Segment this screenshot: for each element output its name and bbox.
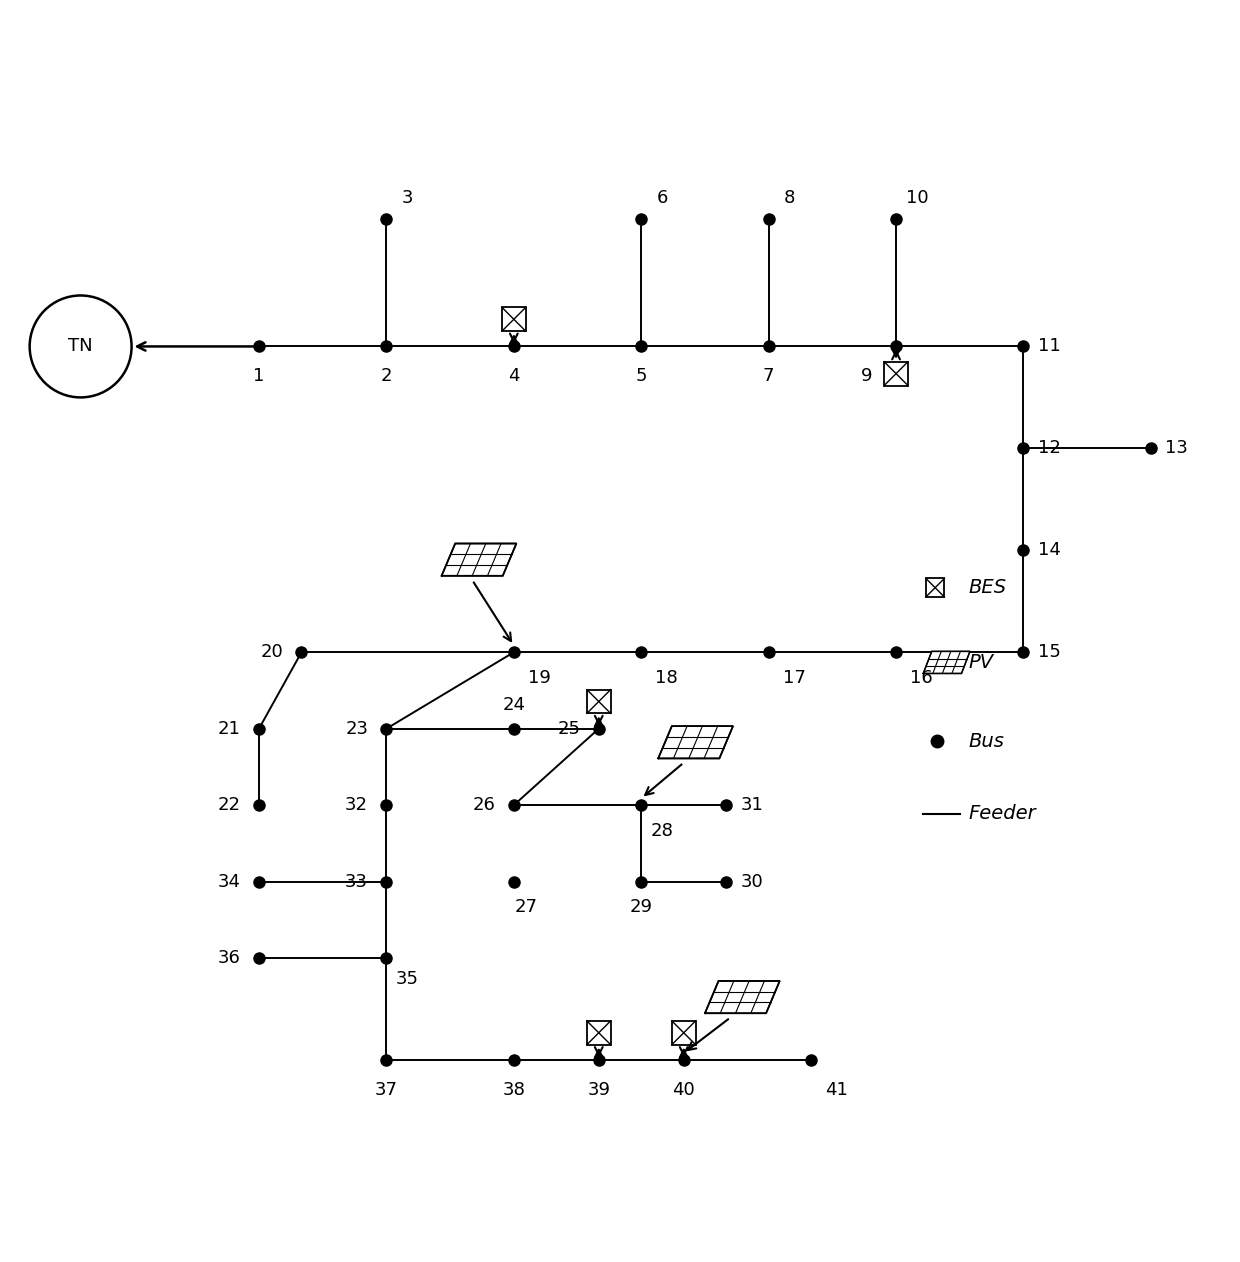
Text: 2: 2 — [381, 367, 392, 385]
Polygon shape — [658, 726, 733, 758]
Text: 18: 18 — [656, 669, 678, 687]
Bar — [884, 362, 908, 385]
Text: 16: 16 — [910, 669, 932, 687]
Text: 6: 6 — [657, 189, 668, 207]
Text: 38: 38 — [502, 1080, 526, 1099]
Text: 4: 4 — [508, 367, 520, 385]
Text: 37: 37 — [374, 1080, 398, 1099]
Bar — [587, 689, 610, 713]
Text: 17: 17 — [782, 669, 806, 687]
Text: 13: 13 — [1164, 439, 1188, 457]
Text: 24: 24 — [502, 695, 526, 714]
Text: 25: 25 — [558, 719, 580, 738]
Bar — [587, 1021, 610, 1045]
Text: 1: 1 — [253, 367, 264, 385]
Circle shape — [30, 295, 131, 398]
Text: 12: 12 — [1038, 439, 1060, 457]
Bar — [502, 308, 526, 331]
Text: 23: 23 — [345, 719, 368, 738]
Polygon shape — [441, 544, 516, 575]
Text: 36: 36 — [218, 949, 241, 967]
Text: 9: 9 — [861, 367, 872, 385]
Text: 27: 27 — [515, 899, 538, 916]
Bar — [672, 1021, 696, 1045]
Text: 30: 30 — [740, 872, 763, 891]
Text: 10: 10 — [906, 189, 929, 207]
Text: 32: 32 — [345, 796, 368, 814]
Bar — [926, 578, 945, 597]
Text: 19: 19 — [528, 669, 551, 687]
Text: 11: 11 — [1038, 337, 1060, 356]
Text: 39: 39 — [588, 1080, 610, 1099]
Text: Bus: Bus — [968, 732, 1004, 751]
Text: 3: 3 — [402, 189, 413, 207]
Polygon shape — [706, 981, 780, 1013]
Text: 26: 26 — [472, 796, 496, 814]
Text: BES: BES — [968, 578, 1007, 597]
Text: 41: 41 — [825, 1080, 848, 1099]
Text: 5: 5 — [635, 367, 647, 385]
Text: 34: 34 — [218, 872, 241, 891]
Text: Feeder: Feeder — [968, 804, 1035, 823]
Text: 21: 21 — [218, 719, 241, 738]
Text: 35: 35 — [396, 970, 419, 988]
Text: PV: PV — [968, 652, 993, 671]
Text: 20: 20 — [260, 644, 283, 661]
Text: 31: 31 — [740, 796, 763, 814]
Text: 22: 22 — [218, 796, 241, 814]
Text: 7: 7 — [763, 367, 775, 385]
Text: 29: 29 — [630, 899, 652, 916]
Text: 8: 8 — [784, 189, 796, 207]
Text: TN: TN — [68, 337, 93, 356]
Text: 33: 33 — [345, 872, 368, 891]
Text: 14: 14 — [1038, 541, 1060, 559]
Text: 28: 28 — [651, 822, 673, 839]
Polygon shape — [924, 651, 970, 674]
Text: 40: 40 — [672, 1080, 696, 1099]
Text: 15: 15 — [1038, 644, 1060, 661]
